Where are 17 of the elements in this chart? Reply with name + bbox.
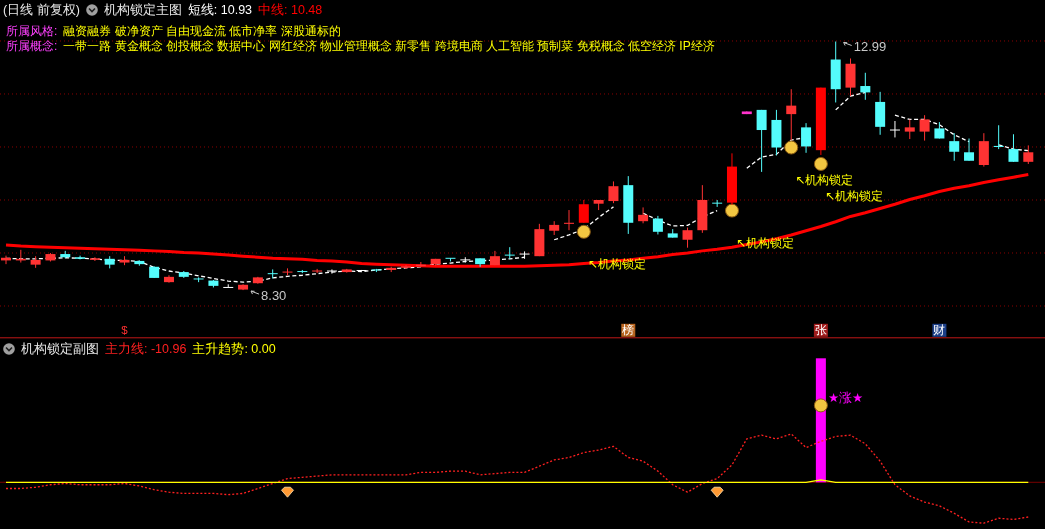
text: 融资融券 破净资产 自由现金流 低市净率 深股通标的	[63, 24, 341, 38]
text: 主升趋势: 0.00	[192, 341, 276, 357]
text: 中线: 10.48	[258, 2, 323, 18]
series-label: ★涨★	[827, 391, 864, 406]
annotation: 12.99	[853, 39, 887, 54]
chart-title: (日线 前复权)	[3, 2, 80, 18]
annotation: 所属概念:	[6, 39, 58, 53]
text: 主力线: -10.96	[105, 341, 187, 357]
text: ↖机构锁定	[824, 188, 883, 203]
series-label: ↖机构锁定	[795, 172, 854, 187]
annotation: 一带一路 黄金概念 创投概念 数据中心 网红经济 物业管理概念 新零售 跨境电商 人工智能 预制菜 免税概念 低空经济 IP经济	[63, 39, 715, 53]
x-tick-label: $	[121, 324, 129, 337]
text: 所属风格:	[6, 24, 58, 38]
chart-subtitle: 机构锁定主图	[103, 2, 182, 18]
chart-title: 机构锁定副图	[21, 341, 99, 357]
text: 短线: 10.93	[187, 2, 253, 18]
annotation: 8.30	[261, 287, 287, 303]
